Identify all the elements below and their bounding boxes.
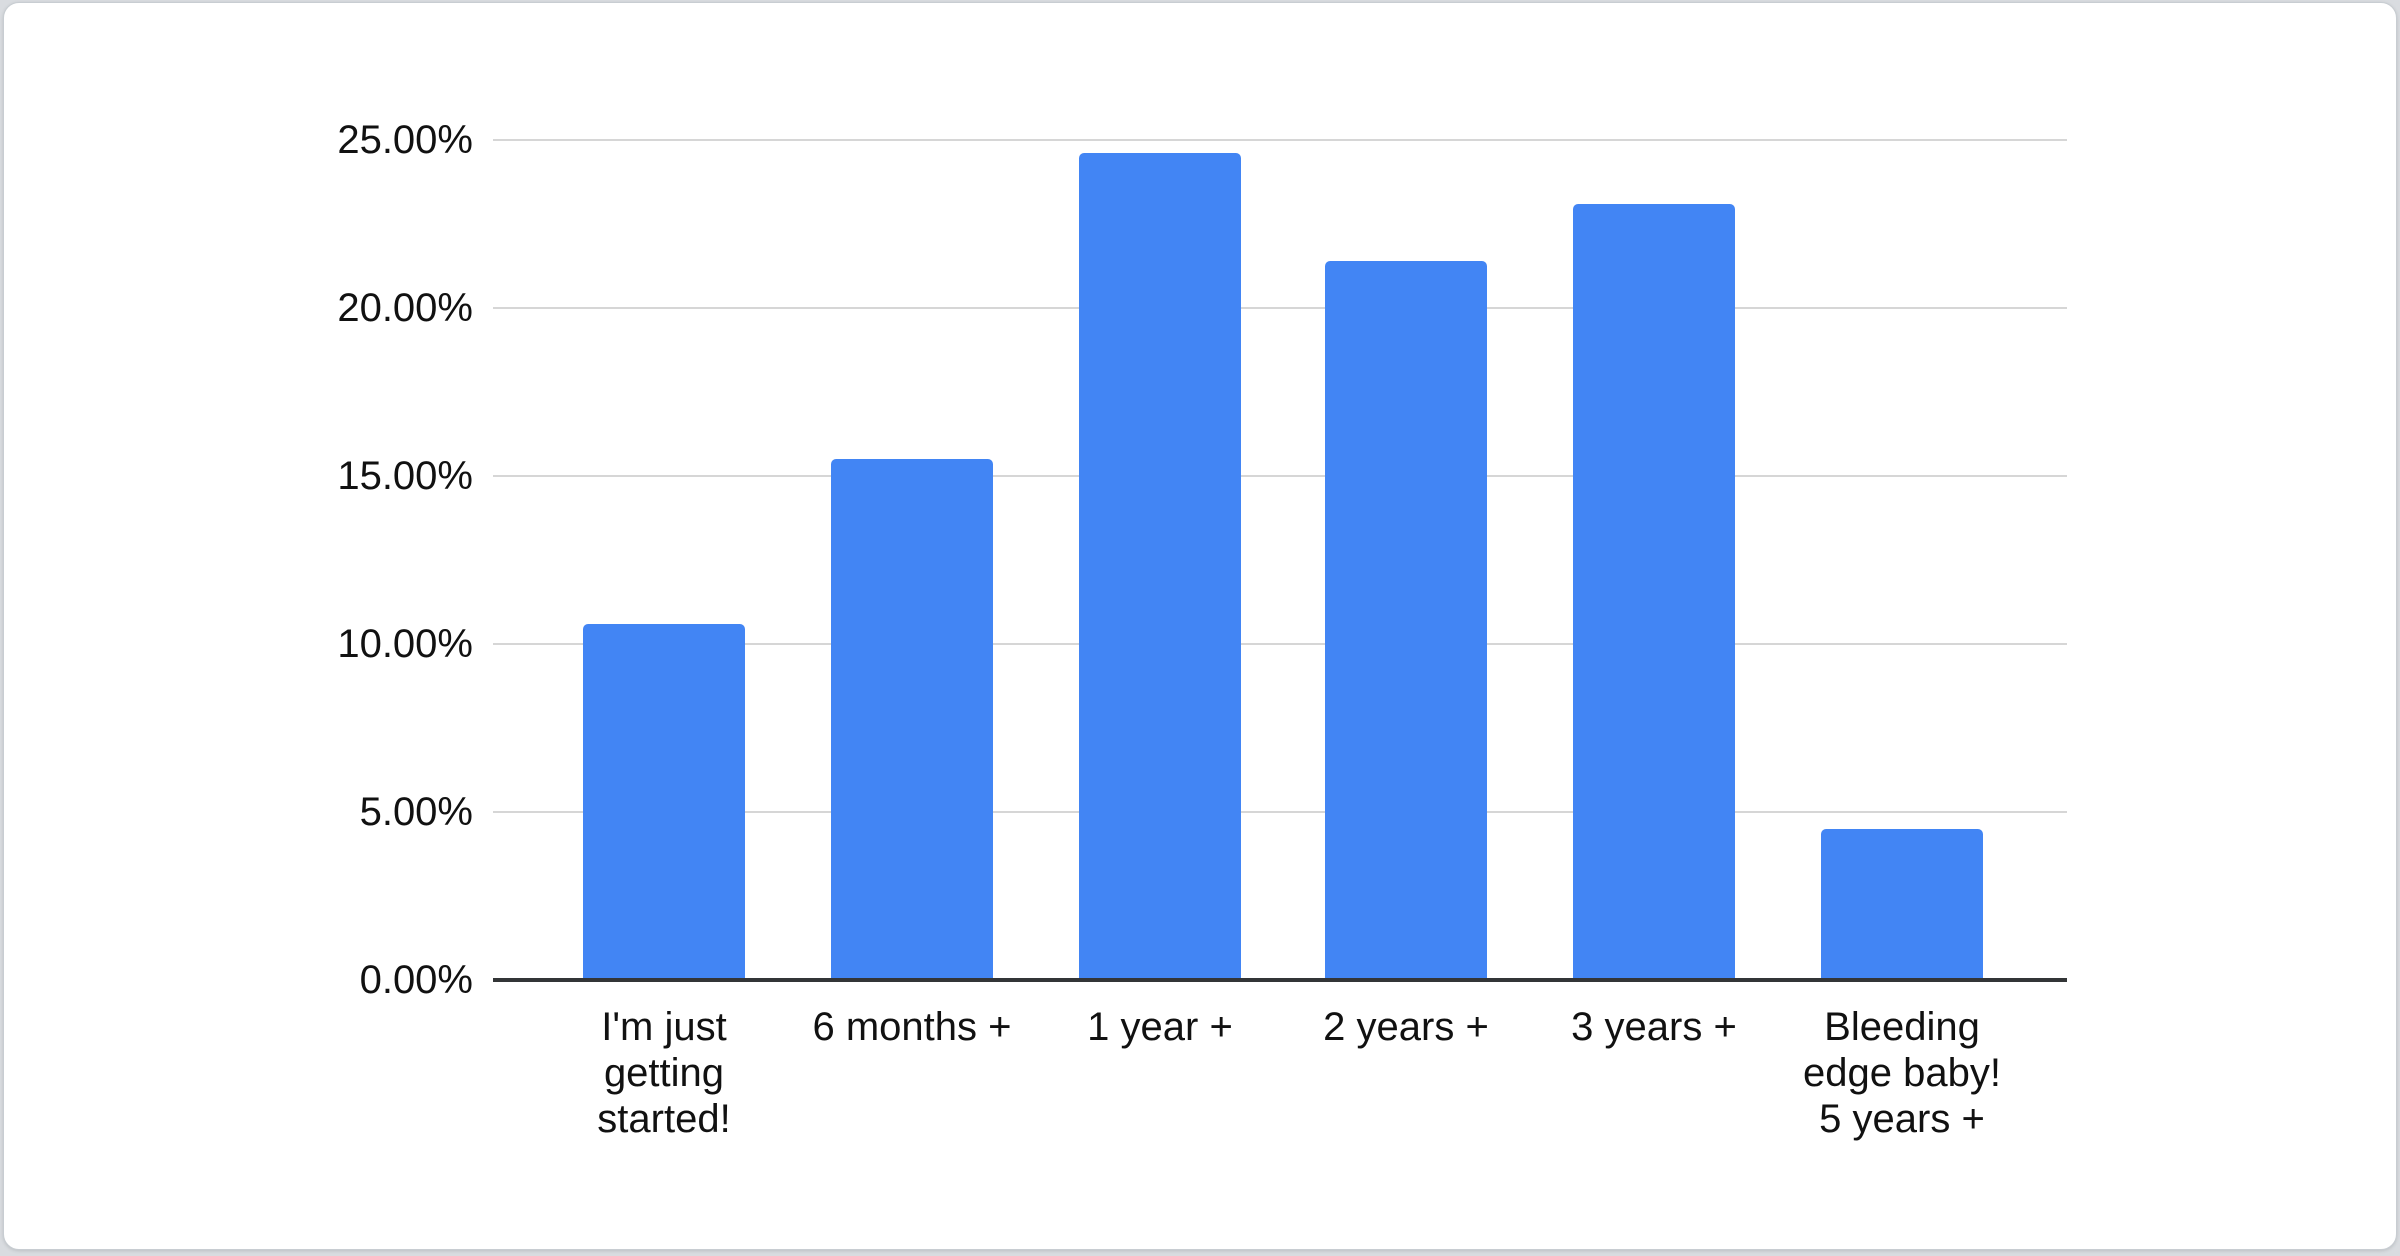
gridline (493, 139, 2067, 141)
gridline (493, 307, 2067, 309)
bar-5[interactable] (1573, 204, 1735, 980)
x-axis-label: 2 years + (1323, 1005, 1489, 1049)
bar-2[interactable] (831, 459, 993, 980)
y-axis-tick-label: 20.00% (337, 286, 473, 330)
gridline (493, 643, 2067, 645)
x-axis-label: 1 year + (1087, 1005, 1233, 1049)
y-axis-tick-label: 0.00% (359, 958, 473, 1002)
x-axis-label: I'm just getting started! (597, 1005, 731, 1141)
gridline (493, 475, 2067, 477)
plot-area (493, 139, 2067, 982)
x-axis-label: 3 years + (1571, 1005, 1737, 1049)
gridline (493, 811, 2067, 813)
y-axis-tick-label: 25.00% (337, 118, 473, 162)
x-axis-baseline (493, 978, 2067, 982)
y-axis-tick-label: 5.00% (359, 790, 473, 834)
bar-4[interactable] (1325, 261, 1487, 980)
bar-6[interactable] (1821, 829, 1983, 980)
y-axis-tick-label: 10.00% (337, 622, 473, 666)
x-axis-label: Bleeding edge baby! 5 years + (1803, 1005, 2001, 1141)
x-axis-label: 6 months + (812, 1005, 1012, 1049)
y-axis-tick-label: 15.00% (337, 454, 473, 498)
bar-1[interactable] (583, 624, 745, 980)
bar-3[interactable] (1079, 153, 1241, 980)
